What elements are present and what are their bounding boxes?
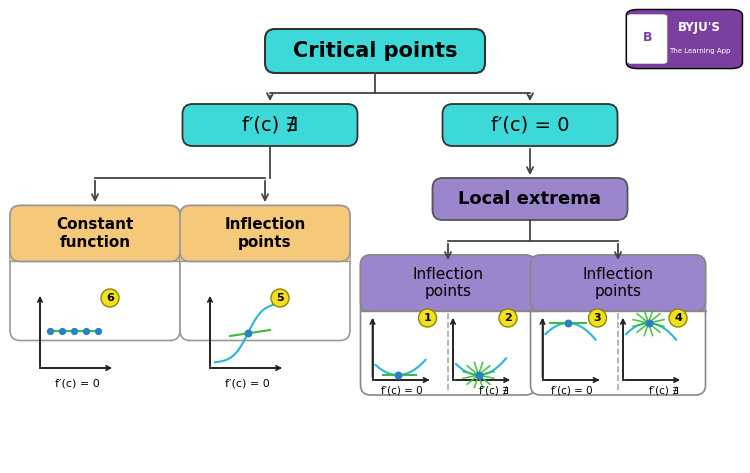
Text: B: B bbox=[643, 31, 652, 44]
FancyBboxPatch shape bbox=[182, 104, 358, 146]
Text: Critical points: Critical points bbox=[292, 41, 458, 61]
Circle shape bbox=[101, 289, 119, 307]
Circle shape bbox=[419, 309, 436, 327]
FancyBboxPatch shape bbox=[10, 234, 180, 262]
Point bbox=[392, 371, 404, 379]
FancyBboxPatch shape bbox=[180, 205, 350, 341]
Text: Local extrema: Local extrema bbox=[458, 190, 602, 208]
FancyBboxPatch shape bbox=[626, 9, 742, 69]
FancyBboxPatch shape bbox=[433, 178, 628, 220]
Text: f′(c) = 0: f′(c) = 0 bbox=[490, 115, 569, 134]
Text: f′(c) = 0: f′(c) = 0 bbox=[56, 378, 100, 388]
Circle shape bbox=[499, 309, 517, 327]
FancyBboxPatch shape bbox=[180, 205, 350, 262]
Text: The Learning App: The Learning App bbox=[669, 48, 730, 54]
Text: f′(c) ∄: f′(c) ∄ bbox=[649, 385, 679, 395]
Point bbox=[242, 329, 254, 337]
FancyBboxPatch shape bbox=[530, 255, 706, 311]
Text: f′(c) = 0: f′(c) = 0 bbox=[225, 378, 270, 388]
Text: 2: 2 bbox=[504, 313, 512, 323]
Text: f′(c) ∄: f′(c) ∄ bbox=[479, 385, 508, 395]
FancyBboxPatch shape bbox=[361, 255, 536, 311]
Text: 1: 1 bbox=[424, 313, 431, 323]
Text: Inflection
points: Inflection points bbox=[224, 217, 306, 250]
Text: Constant
function: Constant function bbox=[56, 217, 134, 250]
Point bbox=[56, 327, 68, 334]
FancyBboxPatch shape bbox=[628, 15, 667, 63]
Text: 4: 4 bbox=[674, 313, 682, 323]
Text: 3: 3 bbox=[594, 313, 602, 323]
Circle shape bbox=[271, 289, 289, 307]
Point bbox=[472, 371, 484, 379]
FancyBboxPatch shape bbox=[10, 205, 180, 262]
Point bbox=[92, 327, 104, 334]
Point bbox=[80, 327, 92, 334]
FancyBboxPatch shape bbox=[442, 104, 617, 146]
Text: 5: 5 bbox=[276, 293, 284, 303]
FancyBboxPatch shape bbox=[10, 205, 180, 341]
Text: Inflection
points: Inflection points bbox=[583, 267, 653, 299]
FancyBboxPatch shape bbox=[361, 283, 536, 311]
Point bbox=[44, 327, 56, 334]
FancyBboxPatch shape bbox=[265, 29, 485, 73]
FancyBboxPatch shape bbox=[180, 234, 350, 262]
FancyBboxPatch shape bbox=[361, 255, 536, 395]
Point bbox=[68, 327, 80, 334]
Text: f′(c) = 0: f′(c) = 0 bbox=[551, 385, 593, 395]
Text: f′(c) ∄: f′(c) ∄ bbox=[242, 115, 298, 134]
Text: f′(c) = 0: f′(c) = 0 bbox=[382, 385, 423, 395]
Text: BYJU'S: BYJU'S bbox=[678, 21, 721, 34]
FancyBboxPatch shape bbox=[530, 255, 706, 395]
Circle shape bbox=[589, 309, 607, 327]
Text: 6: 6 bbox=[106, 293, 114, 303]
Point bbox=[643, 319, 655, 327]
FancyBboxPatch shape bbox=[530, 283, 706, 311]
Text: Inflection
points: Inflection points bbox=[413, 267, 484, 299]
Circle shape bbox=[669, 309, 687, 327]
Point bbox=[562, 319, 574, 327]
